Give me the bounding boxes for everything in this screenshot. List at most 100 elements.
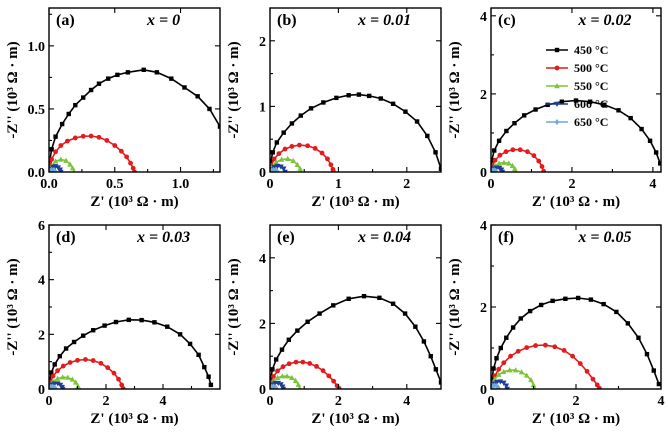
data-point — [559, 99, 565, 104]
panel-c: 0 2 4 0 2 4 (c) x = 0.02 Z' (10³ Ω · m) -Z'' (10³… — [447, 7, 662, 210]
data-point — [52, 158, 59, 164]
data-point — [512, 165, 518, 172]
data-point — [356, 92, 362, 97]
data-point — [496, 366, 502, 372]
y-tick-label: 0.0 — [28, 166, 46, 181]
data-point — [378, 96, 384, 101]
data-point — [279, 347, 285, 352]
data-point — [165, 324, 170, 329]
data-point — [279, 384, 286, 389]
data-point — [500, 368, 507, 374]
data-point — [438, 166, 441, 171]
series-1 — [491, 295, 661, 389]
data-point — [102, 323, 107, 328]
data-point — [90, 328, 96, 333]
data-point — [274, 140, 280, 145]
data-point — [280, 364, 286, 370]
data-point — [152, 320, 157, 325]
data-point — [98, 360, 104, 366]
x-axis-title: Z' (10³ Ω · m) — [311, 411, 399, 427]
data-point — [545, 102, 550, 108]
series-line — [270, 295, 441, 389]
y-tick-label: 4 — [480, 10, 487, 25]
x-tick-label: 0 — [267, 394, 274, 409]
data-point — [561, 348, 567, 353]
x-tick-label: 2 — [568, 177, 575, 192]
data-point — [88, 87, 94, 93]
data-point — [116, 376, 121, 382]
data-point — [289, 121, 295, 126]
data-point — [275, 368, 280, 374]
data-point — [498, 167, 505, 172]
legend: 450 °C 500 °C 550 °C 600 °C 650 °C — [546, 43, 608, 129]
data-point — [270, 376, 273, 382]
data-point — [58, 143, 64, 148]
data-point — [126, 317, 131, 323]
data-point — [154, 70, 160, 75]
x-tick-label: 0 — [488, 177, 495, 192]
data-point — [177, 332, 183, 337]
data-point — [331, 303, 336, 308]
data-point — [53, 169, 58, 172]
data-point — [270, 159, 273, 165]
x-axis-title: Z' (10³ Ω · m) — [311, 194, 399, 210]
data-point — [601, 301, 606, 307]
data-point — [80, 133, 86, 139]
data-point — [319, 150, 325, 156]
composition-label: x = 0.02 — [577, 12, 631, 29]
plot-area — [270, 92, 441, 172]
panel-a: 0.0 0.5 1.0 0.0 0.5 1.0 (a) x = 0 Z' (10³ Ω · m)… — [5, 7, 221, 210]
data-point — [312, 145, 318, 151]
legend-marker — [554, 101, 560, 107]
data-point — [274, 374, 281, 381]
data-point — [169, 76, 174, 81]
data-point — [284, 155, 291, 162]
data-point — [433, 367, 439, 372]
data-point — [390, 301, 396, 306]
y-tick-label: 0.5 — [28, 103, 46, 118]
x-tick-label: 2 — [335, 394, 342, 409]
data-point — [207, 106, 212, 112]
y-tick-label: 6 — [38, 219, 45, 234]
data-point — [275, 380, 282, 387]
data-point — [497, 152, 503, 158]
data-point — [512, 367, 519, 373]
data-point — [105, 76, 111, 81]
data-point — [491, 366, 496, 371]
legend-label: 600 °C — [574, 97, 608, 111]
x-tick-label: 2 — [403, 177, 410, 192]
data-point — [563, 296, 568, 301]
axes-frame — [48, 7, 221, 173]
x-tick-label: 0 — [488, 394, 495, 409]
data-point — [59, 121, 65, 127]
data-point — [536, 158, 542, 164]
data-point — [508, 353, 513, 359]
data-point — [570, 353, 575, 359]
x-axis-title: Z' (10³ Ω · m) — [90, 194, 178, 210]
data-point — [217, 124, 220, 129]
series-1 — [49, 67, 220, 172]
data-point — [495, 371, 502, 377]
legend-marker — [554, 65, 560, 71]
data-point — [281, 130, 286, 135]
y-axis-title: -Z'' (10³ Ω · m) — [447, 258, 463, 355]
panel-label: (a) — [56, 12, 75, 29]
data-point — [196, 352, 201, 358]
data-point — [54, 375, 61, 381]
composition-label: x = 0.04 — [357, 229, 411, 246]
plot-area — [491, 98, 661, 172]
data-point — [292, 377, 299, 383]
x-axis-title: Z' (10³ Ω · m) — [90, 411, 178, 427]
data-point — [504, 335, 509, 340]
data-point — [118, 148, 124, 154]
data-point — [614, 309, 619, 315]
data-point — [517, 147, 523, 153]
data-point — [494, 169, 499, 172]
series-1 — [270, 92, 441, 172]
data-point — [596, 385, 602, 389]
data-point — [72, 379, 79, 385]
composition-label: x = 0.05 — [577, 229, 631, 246]
y-tick-label: 0 — [259, 166, 266, 181]
legend-entry: 500 °C — [546, 61, 608, 75]
